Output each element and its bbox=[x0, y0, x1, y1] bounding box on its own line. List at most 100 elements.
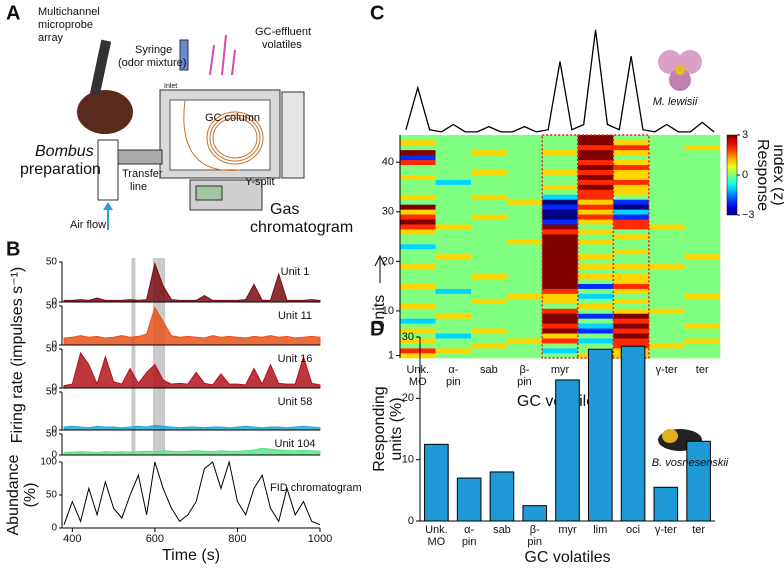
heatmap-cell bbox=[684, 224, 721, 230]
heatmap-cell bbox=[435, 273, 472, 280]
heatmap-cell bbox=[542, 164, 579, 170]
heatmap-cell bbox=[435, 139, 472, 146]
probe bbox=[89, 39, 112, 96]
heatmap-cell bbox=[506, 144, 543, 151]
heatmap-cell bbox=[435, 194, 472, 200]
heatmap-cell bbox=[542, 174, 579, 180]
heatmap-cell bbox=[471, 293, 507, 299]
heatmap-cell bbox=[542, 283, 579, 289]
heatmap-cell bbox=[542, 338, 579, 344]
heatmap-cell bbox=[613, 308, 650, 314]
heatmap-cell bbox=[471, 248, 507, 255]
heatmap-cell bbox=[684, 244, 721, 250]
heatmap-cell bbox=[648, 253, 685, 260]
highlight-band bbox=[131, 258, 136, 455]
heatmap-cell bbox=[471, 328, 507, 334]
heatmap-cell bbox=[684, 278, 721, 284]
heatmap-cell bbox=[577, 298, 614, 304]
x-axis-label: Time (s) bbox=[162, 547, 220, 564]
heatmap-cell bbox=[577, 239, 614, 245]
heatmap-cell bbox=[435, 308, 472, 314]
heatmap-cell bbox=[648, 144, 685, 151]
heatmap-cell bbox=[435, 234, 472, 240]
heatmap-cell bbox=[506, 293, 543, 299]
heatmap-cell bbox=[506, 273, 543, 280]
heatmap-cell bbox=[435, 174, 472, 180]
heatmap-cell bbox=[684, 139, 721, 146]
heatmap-cell bbox=[648, 169, 685, 175]
heatmap-cell bbox=[435, 293, 472, 299]
heatmap-cell bbox=[471, 229, 507, 235]
heatmap-cell bbox=[613, 159, 650, 166]
heatmap-cell bbox=[400, 288, 436, 294]
heatmap-cell bbox=[684, 333, 721, 339]
heatmap-cell bbox=[400, 253, 436, 260]
heatmap-cell bbox=[577, 288, 614, 294]
heatmap-cell bbox=[542, 258, 579, 265]
heatmap-cell bbox=[471, 194, 507, 200]
heatmap-cell bbox=[400, 174, 436, 180]
heatmap-cell bbox=[435, 154, 472, 161]
heatmap-cell bbox=[542, 234, 579, 240]
heatmap-cell bbox=[648, 204, 685, 210]
heatmap-cell bbox=[542, 214, 579, 220]
heatmap-cell bbox=[506, 139, 543, 146]
heatmap-cell bbox=[506, 179, 543, 185]
heatmap-cell bbox=[684, 323, 721, 329]
heatmap-cell bbox=[542, 298, 579, 304]
heatmap-cell bbox=[400, 338, 436, 344]
heatmap-cell bbox=[613, 333, 650, 339]
x-tick-label: sab bbox=[480, 364, 498, 376]
heatmap-cell bbox=[506, 199, 543, 205]
heatmap-cell bbox=[577, 214, 614, 220]
heatmap-cell bbox=[435, 204, 472, 210]
y-tick-label: 0 bbox=[51, 523, 57, 534]
heatmap-cell bbox=[542, 204, 579, 210]
heatmap-cell bbox=[648, 184, 685, 190]
y-arrow bbox=[374, 254, 386, 283]
heatmap-cell bbox=[684, 169, 721, 175]
heatmap-cell bbox=[471, 219, 507, 225]
x-tick-label: 1000 bbox=[308, 533, 332, 545]
label: GC-effluent bbox=[255, 26, 311, 38]
heatmap-cell bbox=[684, 159, 721, 166]
bar bbox=[489, 471, 515, 522]
heatmap-cell bbox=[471, 135, 507, 141]
heatmap-cell bbox=[400, 154, 436, 161]
heatmap-cell bbox=[471, 159, 507, 166]
heatmap-cell bbox=[648, 135, 685, 141]
highlight-band bbox=[152, 258, 157, 455]
heatmap-cell bbox=[471, 144, 507, 151]
heatmap-cell bbox=[471, 239, 507, 245]
heatmap-cell bbox=[506, 328, 543, 334]
heatmap-cell bbox=[613, 253, 650, 260]
y-tick-label: 40 bbox=[382, 156, 394, 168]
heatmap-cell bbox=[577, 258, 614, 265]
x-tick-label: myr bbox=[558, 524, 577, 536]
heatmap-cell bbox=[613, 164, 650, 170]
heatmap-cell bbox=[471, 224, 507, 230]
y-tick-label: 1 bbox=[388, 349, 394, 361]
heatmap-cell bbox=[542, 343, 579, 349]
heatmap-cell bbox=[648, 214, 685, 220]
heatmap-cell bbox=[506, 353, 543, 359]
heatmap-cell bbox=[577, 149, 614, 156]
air-arrowhead bbox=[103, 202, 113, 210]
heatmap-cell bbox=[648, 248, 685, 255]
heatmap-cell bbox=[506, 283, 543, 289]
heatmap-cell bbox=[577, 328, 614, 334]
heatmap-cell bbox=[648, 159, 685, 166]
heatmap-cell bbox=[613, 298, 650, 304]
heatmap-cell bbox=[684, 174, 721, 180]
heatmap-cell bbox=[542, 318, 579, 324]
heatmap-cell bbox=[435, 263, 472, 270]
heatmap-cell bbox=[400, 149, 436, 156]
heatmap-cell bbox=[542, 278, 579, 284]
heatmap-cell bbox=[648, 139, 685, 146]
heatmap-cell bbox=[613, 258, 650, 265]
heatmap-cell bbox=[577, 293, 614, 299]
transfer-line bbox=[117, 149, 163, 165]
heatmap-cell bbox=[400, 194, 436, 200]
heatmap-cell bbox=[648, 154, 685, 161]
